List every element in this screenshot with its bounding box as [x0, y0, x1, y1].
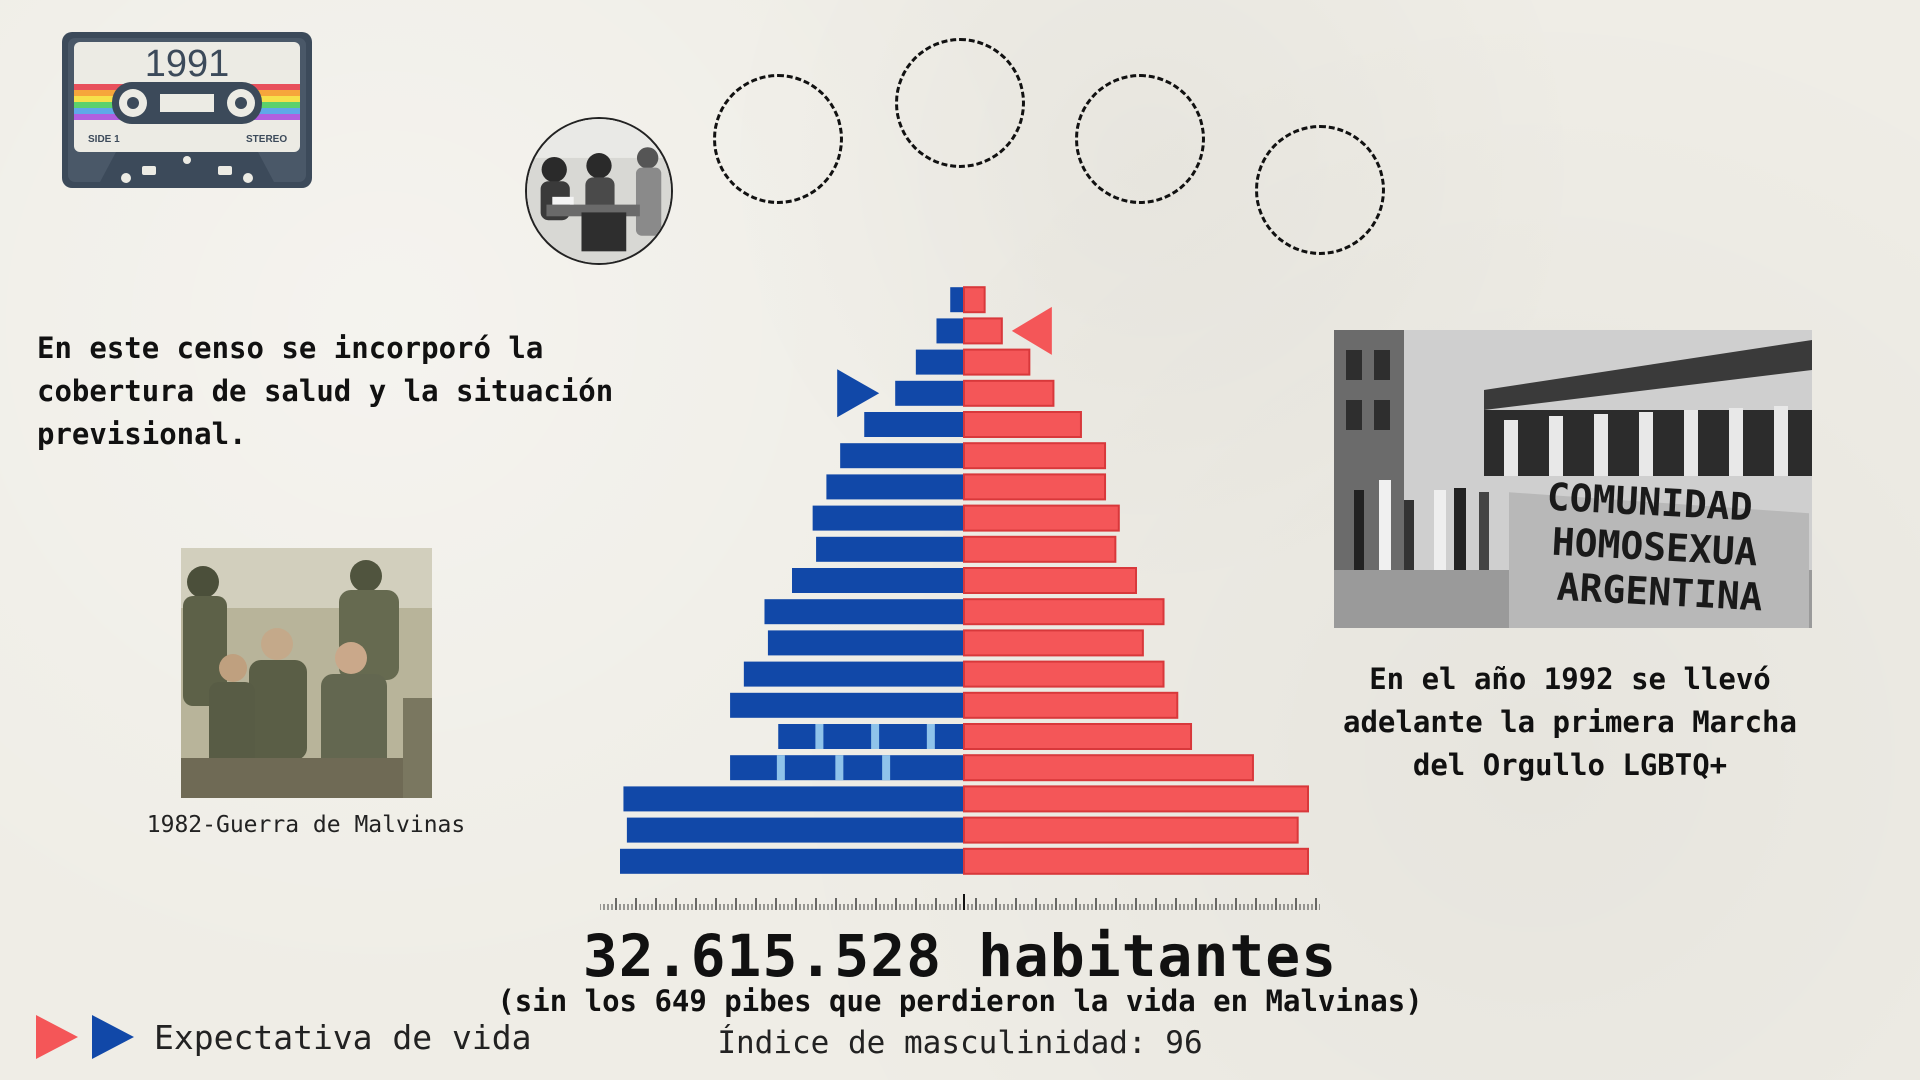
female-bar: [963, 379, 1055, 407]
female-bar: [963, 598, 1165, 626]
female-bar: [963, 816, 1299, 844]
women-photo: [525, 117, 673, 265]
male-bar: [812, 505, 964, 531]
male-bar: [743, 661, 964, 687]
march-banner-line-3: ARGENTINA: [1556, 565, 1764, 620]
male-bar: [936, 318, 964, 344]
flag-patch: [926, 724, 935, 749]
female-bar: [963, 660, 1165, 688]
flag-patch: [871, 724, 880, 749]
flag-patch: [776, 755, 785, 781]
march-note: En el año 1992 se llevó adelante la prim…: [1343, 662, 1797, 782]
male-bar: [730, 692, 964, 718]
legend-label: Expectativa de vida: [154, 1017, 532, 1057]
placeholder-circle-3: [1075, 74, 1205, 204]
male-life-expectancy-marker: [837, 369, 880, 418]
male-bar: [816, 536, 964, 562]
male-bar: [895, 380, 964, 406]
flag-patch: [815, 724, 824, 749]
male-bar: [626, 817, 964, 843]
legend-female-triangle-icon: [36, 1015, 78, 1059]
female-life-expectancy-marker: [1011, 306, 1052, 355]
female-bar: [963, 567, 1137, 594]
male-bar: [764, 599, 964, 625]
female-bar: [963, 286, 986, 314]
placeholder-circle-4: [1255, 125, 1385, 255]
female-bar: [963, 629, 1144, 657]
soldiers-photo: [181, 548, 432, 798]
female-bar: [963, 535, 1117, 563]
female-bar: [963, 754, 1254, 782]
female-bar: [963, 317, 1003, 345]
population-pyramid-chart: [600, 286, 1320, 910]
male-bar: [730, 755, 964, 781]
total-population: 32.615.528 habitantes: [582, 922, 1338, 990]
flag-patch: [882, 755, 891, 781]
soldiers-caption: 1982-Guerra de Malvinas: [146, 812, 466, 838]
male-bar: [840, 443, 964, 469]
flag-patch: [835, 755, 844, 781]
cassette-tape-icon: 1991 SIDE 1 STEREO: [62, 32, 312, 188]
female-bar: [963, 442, 1107, 470]
march-banner-line-2: HOMOSEXUA: [1551, 520, 1759, 575]
placeholder-circle-2: [895, 38, 1025, 168]
cassette-year: 1991: [145, 43, 230, 85]
placeholder-circle-1: [713, 74, 843, 204]
female-bar: [963, 348, 1031, 376]
march-photo: COMUNIDAD HOMOSEXUA ARGENTINA: [1334, 330, 1812, 628]
male-bar: [623, 786, 964, 812]
legend-male-triangle-icon: [92, 1015, 134, 1059]
female-bar: [963, 473, 1107, 501]
cassette-side: SIDE 1: [88, 134, 120, 145]
female-bar: [963, 504, 1120, 532]
cassette-stereo: STEREO: [246, 134, 287, 145]
census-note: En este censo se incorporó la cobertura …: [37, 331, 614, 451]
chart-legend: Expectativa de vida: [36, 1012, 532, 1062]
female-bar: [963, 847, 1309, 875]
female-bar: [963, 691, 1179, 719]
male-bar: [792, 568, 964, 593]
march-banner-line-1: COMUNIDAD: [1546, 475, 1754, 530]
male-bar: [864, 412, 964, 437]
male-bar: [950, 287, 964, 313]
male-bar: [620, 848, 964, 874]
total-population-note: (sin los 649 pibes que perdieron la vida…: [497, 984, 1423, 1018]
male-bar: [767, 630, 964, 656]
female-bar: [963, 411, 1082, 438]
female-bar: [963, 785, 1309, 813]
male-bar: [915, 349, 964, 375]
male-bar: [826, 474, 964, 500]
masculinity-index: Índice de masculinidad: 96: [717, 1025, 1203, 1061]
female-bar: [963, 723, 1193, 750]
